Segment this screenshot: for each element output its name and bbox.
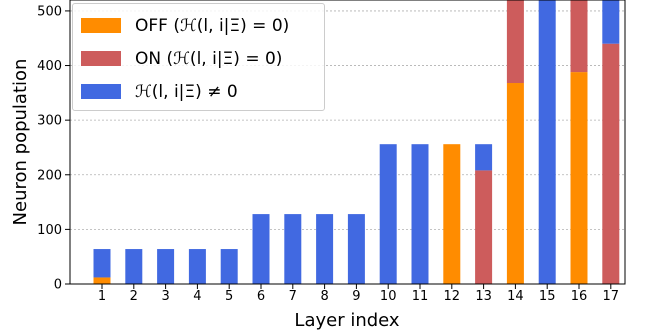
bar-segment-series2-layer-6	[253, 214, 270, 284]
bar-segment-series2-layer-17	[602, 0, 619, 44]
bar-segment-series1-layer-17	[602, 44, 619, 284]
y-tick-label: 500	[37, 4, 62, 19]
legend-swatch-on	[81, 51, 121, 66]
y-tick-label: 100	[37, 223, 62, 238]
bar-segment-series1-layer-13	[475, 170, 492, 284]
bar-segment-series2-layer-8	[316, 214, 333, 284]
y-tick-label: 400	[37, 59, 62, 74]
bar-segment-series2-layer-11	[412, 144, 429, 284]
y-tick-label: 300	[37, 114, 62, 129]
bar-segment-series1-layer-16	[571, 0, 588, 72]
legend-entry-nonzero: ℋ(l, i|Ξ) ≠ 0	[81, 75, 316, 108]
x-tick-label: 1	[98, 289, 106, 304]
x-tick-label: 5	[225, 289, 233, 304]
bar-segment-series0-layer-1	[94, 277, 111, 284]
bar-segment-series0-layer-16	[571, 72, 588, 284]
bar-segment-series2-layer-9	[348, 214, 365, 284]
legend-entry-on: ON (ℋ(l, i|Ξ) = 0)	[81, 42, 316, 75]
bar-segment-series2-layer-15	[539, 0, 556, 284]
legend-label-off: OFF (ℋ(l, i|Ξ) = 0)	[135, 16, 289, 36]
legend: OFF (ℋ(l, i|Ξ) = 0) ON (ℋ(l, i|Ξ) = 0) ℋ…	[72, 3, 325, 111]
x-axis-title: Layer index	[294, 310, 400, 331]
y-axis-title: Neuron population	[10, 59, 31, 226]
bar-segment-series2-layer-7	[284, 214, 301, 284]
y-tick-label: 200	[37, 168, 62, 183]
legend-swatch-off	[81, 18, 121, 33]
x-tick-label: 8	[320, 289, 328, 304]
bar-segment-series2-layer-13	[475, 144, 492, 170]
bar-segment-series0-layer-14	[507, 83, 524, 284]
x-tick-label: 12	[444, 289, 461, 304]
bar-segment-series1-layer-14	[507, 0, 524, 83]
x-tick-label: 6	[257, 289, 265, 304]
legend-entry-off: OFF (ℋ(l, i|Ξ) = 0)	[81, 9, 316, 42]
x-tick-label: 4	[193, 289, 201, 304]
legend-label-nonzero: ℋ(l, i|Ξ) ≠ 0	[135, 82, 238, 102]
bar-segment-series2-layer-1	[94, 249, 111, 277]
bar-segment-series2-layer-2	[125, 249, 142, 284]
x-tick-label: 13	[475, 289, 492, 304]
y-tick-label: 0	[54, 278, 62, 293]
legend-label-on: ON (ℋ(l, i|Ξ) = 0)	[135, 49, 282, 69]
x-tick-label: 9	[352, 289, 360, 304]
bar-segment-series0-layer-12	[443, 144, 460, 284]
bar-segment-series2-layer-10	[380, 144, 397, 284]
x-tick-label: 7	[289, 289, 297, 304]
x-tick-label: 15	[539, 289, 556, 304]
bar-segment-series2-layer-5	[221, 249, 238, 284]
x-tick-label: 14	[507, 289, 524, 304]
x-tick-label: 16	[571, 289, 588, 304]
x-tick-label: 10	[380, 289, 397, 304]
bar-segment-series2-layer-4	[189, 249, 206, 284]
x-tick-label: 17	[603, 289, 620, 304]
bar-segment-series2-layer-3	[157, 249, 174, 284]
x-tick-label: 3	[161, 289, 169, 304]
x-tick-label: 2	[130, 289, 138, 304]
x-tick-label: 11	[412, 289, 429, 304]
legend-swatch-nonzero	[81, 84, 121, 99]
